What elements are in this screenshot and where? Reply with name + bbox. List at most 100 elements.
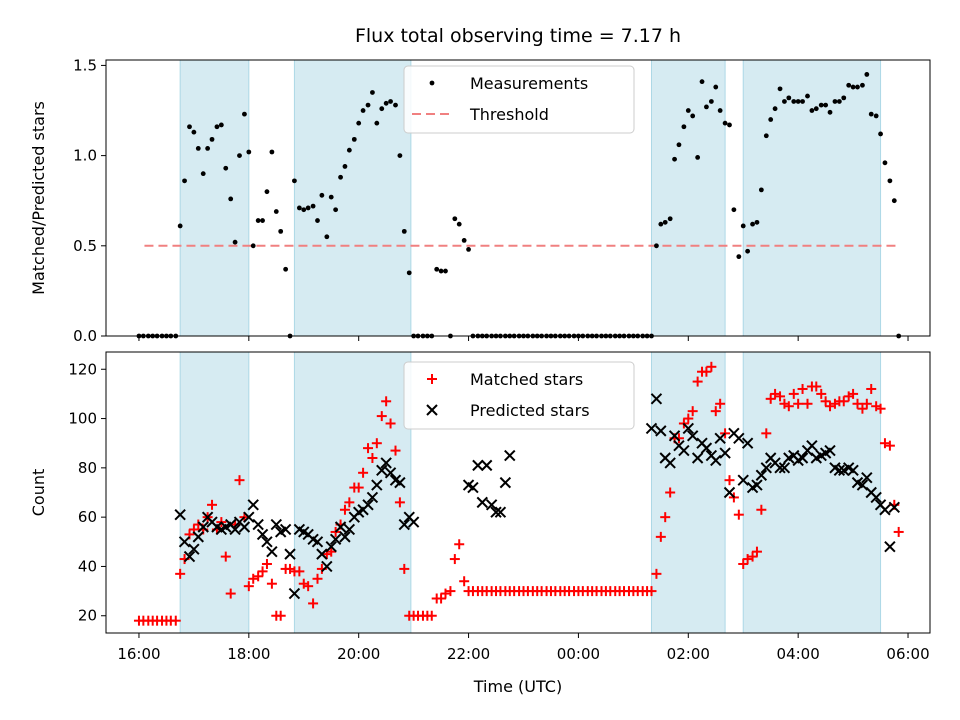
measurement-point xyxy=(374,120,380,126)
measurement-point xyxy=(809,108,815,113)
matched-stars-point xyxy=(459,576,470,587)
x-b xyxy=(737,474,749,486)
x-b xyxy=(334,521,347,533)
x-b xyxy=(714,432,726,444)
measurement-point xyxy=(292,178,297,184)
measurement-point xyxy=(209,136,215,142)
measurement-point xyxy=(264,189,270,195)
x-b xyxy=(755,469,768,481)
matched-stars-point xyxy=(261,558,272,569)
x-b xyxy=(778,462,791,474)
measurement-point xyxy=(887,178,893,184)
x-b xyxy=(192,531,204,543)
legend-label: Measurements xyxy=(470,74,588,93)
measurement-point xyxy=(873,113,879,119)
matched-stars-point xyxy=(848,388,859,399)
measurement-point xyxy=(466,247,471,252)
measurement-point xyxy=(195,145,201,151)
predicted-stars-point xyxy=(247,499,259,511)
y-tick-label: 120 xyxy=(68,360,97,378)
matched-stars-point xyxy=(257,566,268,577)
matched-stars-point xyxy=(751,546,762,557)
x-axis-label: Time (UTC) xyxy=(473,677,562,696)
legend-label: Matched stars xyxy=(470,370,583,389)
measurement-point xyxy=(662,219,668,225)
x-b xyxy=(329,533,342,546)
matched-stars-point xyxy=(234,475,245,486)
x-b xyxy=(751,479,763,491)
matched-stars-point xyxy=(816,388,827,399)
measurement-point xyxy=(823,102,829,108)
predicted-stars-point xyxy=(325,541,337,553)
predicted-stars-point xyxy=(476,496,489,509)
measurement-point xyxy=(868,111,874,117)
measurement-point xyxy=(379,106,385,112)
predicted-stars-point xyxy=(714,432,726,444)
matched-stars-point xyxy=(344,497,355,508)
matched-stars-point xyxy=(765,393,776,404)
x-b xyxy=(485,499,498,511)
measurement-point xyxy=(351,136,357,142)
x-b xyxy=(861,472,873,484)
matched-stars-point xyxy=(225,588,236,599)
predicted-stars-point xyxy=(183,550,196,563)
measurement-point xyxy=(443,268,448,274)
legend-frame xyxy=(403,65,635,134)
predicted-stars-point xyxy=(494,506,507,518)
predicted-stars-point xyxy=(719,447,731,459)
predicted-stars-point xyxy=(710,454,722,467)
measurement-point xyxy=(763,133,769,139)
predicted-stars-point xyxy=(321,560,333,573)
legend: Measurements Threshold xyxy=(403,65,635,134)
measurement-point xyxy=(740,223,746,229)
measurement-point xyxy=(187,124,192,130)
x-b xyxy=(686,430,699,442)
matched-stars-point xyxy=(775,391,786,402)
x-b xyxy=(197,521,209,533)
x-b xyxy=(879,504,891,516)
axes-frame xyxy=(105,351,931,634)
x-b xyxy=(655,425,667,437)
matched-stars-point xyxy=(660,512,671,523)
predicted-stars-point xyxy=(751,479,763,491)
y-tick-label: 0.0 xyxy=(73,327,97,345)
measurement-point xyxy=(758,187,764,193)
measurement-point xyxy=(456,221,462,227)
matched-stars-point xyxy=(220,551,231,562)
measurement-point xyxy=(342,164,348,169)
x-b xyxy=(376,464,388,477)
measurement-point xyxy=(855,84,860,90)
predicted-stars-point xyxy=(343,523,356,536)
predicted-stars-point xyxy=(847,464,859,477)
matched-stars-point xyxy=(266,578,277,589)
matched-stars-point xyxy=(312,573,323,584)
x-b xyxy=(371,479,383,491)
predicted-stars-point xyxy=(480,459,493,472)
measurement-point xyxy=(695,155,701,160)
predicted-stars-point xyxy=(467,481,479,494)
predicted-stars-point xyxy=(645,422,658,435)
x-b xyxy=(700,442,713,454)
measurement-point xyxy=(319,192,325,198)
measurement-point xyxy=(841,95,847,101)
measurement-point xyxy=(232,239,238,245)
matched-stars-point xyxy=(747,551,758,562)
measurement-point xyxy=(228,196,234,202)
predicted-stars-point xyxy=(311,536,324,548)
x-b xyxy=(719,447,731,459)
x-b xyxy=(499,476,512,489)
matched-stars-point xyxy=(706,361,717,372)
predicted-stars-point xyxy=(197,521,209,533)
x-b xyxy=(298,526,310,538)
measurement-point xyxy=(818,102,824,108)
matched-stars-point xyxy=(449,554,460,565)
legend-marker-dot xyxy=(429,80,435,86)
predicted-stars-point xyxy=(682,422,695,435)
measurement-point xyxy=(699,79,705,85)
x-b xyxy=(842,462,855,474)
matched-stars-point xyxy=(687,406,698,417)
x-b xyxy=(462,479,475,491)
x-b xyxy=(261,536,273,548)
matched-stars-point xyxy=(646,586,657,597)
predicted-stars-point xyxy=(861,472,873,484)
